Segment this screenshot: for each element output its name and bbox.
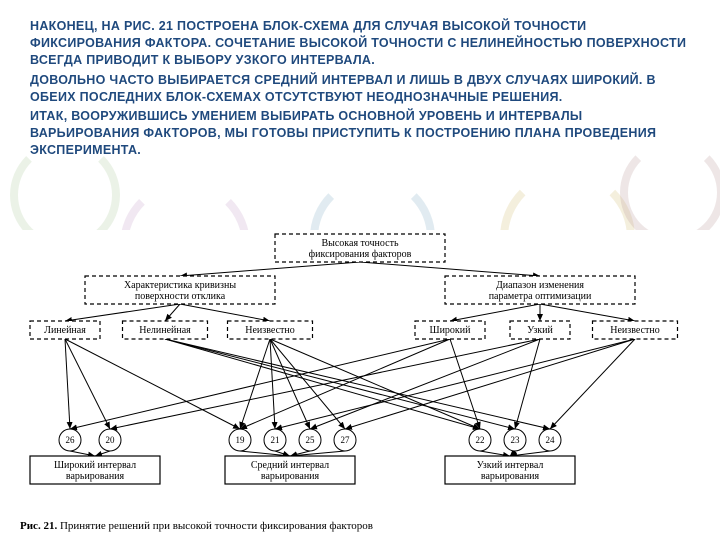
edge: [165, 339, 550, 429]
description-paragraph: НАКОНЕЦ, НА РИС. 21 ПОСТРОЕНА БЛОК-СХЕМА…: [30, 18, 690, 69]
edge: [270, 339, 480, 429]
node-label: Характеристика кривизны: [124, 280, 236, 291]
node-label: фиксирования факторов: [309, 249, 412, 260]
edge: [450, 304, 540, 321]
node-label: Узкий интервал: [477, 460, 544, 471]
circle-label: 22: [476, 435, 485, 445]
node-label: параметра оптимизации: [489, 291, 592, 302]
node-label: поверхности отклика: [135, 291, 226, 302]
edge: [165, 339, 480, 429]
circle-label: 21: [271, 435, 280, 445]
edge: [540, 304, 635, 321]
description-text: НАКОНЕЦ, НА РИС. 21 ПОСТРОЕНА БЛОК-СХЕМА…: [0, 0, 720, 174]
caption-prefix: Рис. 21.: [20, 520, 60, 532]
edge: [345, 339, 635, 429]
edge: [270, 339, 310, 429]
edge: [165, 339, 515, 429]
figure-caption: Рис. 21. Принятие решений при высокой то…: [20, 520, 373, 532]
edge: [70, 339, 450, 429]
node-label: Узкий: [527, 325, 553, 336]
circle-label: 20: [106, 435, 116, 445]
node-label: Высокая точность: [321, 238, 398, 249]
edge: [165, 304, 180, 321]
edge: [180, 304, 270, 321]
edge: [360, 262, 540, 276]
node-label: Диапазон изменения: [496, 280, 584, 291]
circle-label: 25: [306, 435, 316, 445]
flowchart-diagram: Высокая точностьфиксирования факторов Хар…: [10, 230, 710, 530]
node-label: Широкий интервал: [54, 460, 136, 471]
node-label: Средний интервал: [251, 460, 329, 471]
node-label: Линейная: [44, 325, 86, 336]
edge: [70, 451, 95, 456]
description-paragraph: ДОВОЛЬНО ЧАСТО ВЫБИРАЕТСЯ СРЕДНИЙ ИНТЕРВ…: [30, 72, 690, 106]
node-label: варьирования: [481, 471, 540, 482]
caption-text: Принятие решений при высокой точности фи…: [60, 520, 373, 532]
circle-label: 27: [341, 435, 351, 445]
circle-label: 23: [511, 435, 521, 445]
node-label: варьирования: [66, 471, 125, 482]
description-paragraph: ИТАК, ВООРУЖИВШИСЬ УМЕНИЕМ ВЫБИРАТЬ ОСНО…: [30, 108, 690, 159]
edge: [240, 339, 270, 429]
edge: [480, 451, 510, 456]
node-label: Неизвестно: [610, 325, 659, 336]
circle-label: 26: [66, 435, 76, 445]
circle-label: 24: [546, 435, 556, 445]
edge: [65, 304, 180, 321]
edge: [65, 339, 70, 429]
node-label: Широкий: [429, 325, 471, 336]
node-label: Неизвестно: [245, 325, 294, 336]
edge: [515, 339, 540, 429]
edge: [270, 339, 345, 429]
node-label: варьирования: [261, 471, 320, 482]
edge: [180, 262, 360, 276]
flowchart-svg: Высокая точностьфиксирования факторов Хар…: [10, 230, 710, 500]
edge: [65, 339, 110, 429]
circle-label: 19: [236, 435, 246, 445]
node-label: Нелинейная: [139, 325, 191, 336]
edge: [95, 451, 110, 456]
edge: [510, 451, 550, 456]
